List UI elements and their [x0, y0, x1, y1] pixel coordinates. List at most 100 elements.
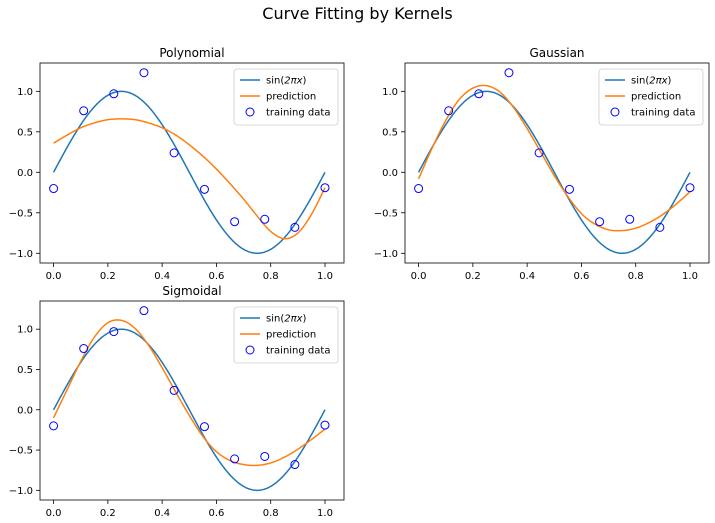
legend-marker-swatch: [610, 107, 620, 117]
training-point: [139, 68, 149, 78]
y-tick-label: 0.5: [17, 365, 33, 376]
legend-label: prediction: [266, 330, 316, 341]
training-point: [109, 327, 119, 337]
training-point: [320, 183, 330, 193]
y-tick-label: −1.0: [374, 249, 398, 260]
x-tick-label: 0.6: [573, 271, 589, 282]
subplot-title: Gaussian: [529, 46, 584, 60]
legend: sin(2πx) prediction training data: [598, 68, 704, 126]
training-point: [260, 451, 270, 461]
training-point: [260, 214, 270, 224]
x-tick-label: 1.0: [682, 271, 698, 282]
training-point: [109, 89, 119, 99]
y-tick-label: 1.0: [17, 87, 33, 98]
x-tick-label: 0.2: [100, 271, 116, 282]
axes-frame: [404, 62, 710, 264]
legend-label: sin(2πx): [266, 76, 307, 87]
training-point: [534, 148, 544, 158]
legend-box: [598, 68, 704, 126]
plot-area: [52, 90, 326, 255]
training-point: [564, 184, 574, 194]
legend: sin(2πx) prediction training data: [233, 306, 339, 364]
x-tick-label: 0.4: [154, 271, 170, 282]
figure-title: Curve Fitting by Kernels: [262, 4, 453, 23]
y-tick-label: −1.0: [9, 249, 33, 260]
y-tick-label: 1.0: [17, 325, 33, 336]
x-tick-label: 0.0: [46, 508, 62, 519]
sine-line: [52, 328, 326, 492]
training-point: [474, 89, 484, 99]
y-tick-label: 0.0: [17, 168, 33, 179]
sine-line: [52, 90, 326, 255]
y-tick-label: 0.5: [17, 127, 33, 138]
plot-area: [417, 84, 691, 255]
training-point: [49, 184, 59, 194]
legend-label: prediction: [631, 92, 681, 103]
legend-label: sin(2πx): [266, 314, 307, 325]
y-tick-label: 0.5: [382, 127, 398, 138]
y-tick-label: −0.5: [9, 446, 33, 457]
legend-label: training data: [266, 108, 330, 119]
training-point: [685, 183, 695, 193]
training-point: [504, 68, 514, 78]
legend-label: training data: [266, 346, 330, 357]
sine-line: [417, 90, 691, 255]
axes-frame: [39, 300, 345, 501]
legend-box: [233, 68, 339, 126]
y-tick-label: −1.0: [9, 486, 33, 497]
training-point: [79, 344, 89, 354]
legend-label: sin(2πx): [631, 76, 672, 87]
x-tick-label: 0.8: [263, 271, 279, 282]
subplot-polynomial: Polynomial 0.0 0.2 0.4 0.6 0.8 1.0 −1.0 −0.5 0.0 0…: [9, 46, 345, 282]
training-point: [139, 306, 149, 316]
x-tick-label: 0.4: [519, 271, 535, 282]
y-tick-label: 1.0: [382, 87, 398, 98]
training-point: [49, 421, 59, 431]
x-tick-label: 0.8: [628, 271, 644, 282]
training-point: [595, 217, 605, 227]
prediction-line: [417, 84, 691, 232]
legend-label: prediction: [266, 92, 316, 103]
training-point: [169, 385, 179, 395]
training-point: [199, 422, 209, 432]
subplot-title: Polynomial: [159, 46, 224, 60]
training-point: [320, 420, 330, 430]
x-tick-label: 0.0: [411, 271, 427, 282]
x-tick-label: 1.0: [317, 271, 333, 282]
y-tick-label: 0.0: [382, 168, 398, 179]
subplot-title: Sigmoidal: [162, 284, 221, 298]
training-point: [444, 106, 454, 116]
x-tick-label: 0.2: [465, 271, 481, 282]
x-tick-label: 0.6: [208, 271, 224, 282]
plot-area: [52, 319, 326, 492]
training-point: [625, 214, 635, 224]
subplot-sigmoidal: Sigmoidal 0.0 0.2 0.4 0.6 0.8 1.0 −1.0 −0.5 0.0 0.…: [9, 284, 345, 519]
legend: sin(2πx) prediction training data: [233, 68, 339, 126]
training-point: [230, 217, 240, 227]
prediction-line: [53, 118, 326, 240]
x-tick-label: 0.0: [46, 271, 62, 282]
y-tick-label: −0.5: [9, 208, 33, 219]
legend-box: [233, 306, 339, 364]
legend-label: training data: [631, 108, 695, 119]
y-tick-label: 0.0: [17, 405, 33, 416]
x-tick-label: 0.8: [263, 508, 279, 519]
training-point: [199, 184, 209, 194]
subplot-gaussian: Gaussian 0.0 0.2 0.4 0.6 0.8 1.0 −1.0 −0.5 0.0 0.5…: [374, 46, 710, 282]
training-point: [290, 460, 300, 470]
axes-frame: [39, 62, 345, 264]
training-point: [414, 184, 424, 194]
legend-marker-swatch: [245, 107, 255, 117]
x-tick-label: 0.2: [100, 508, 116, 519]
training-point: [79, 106, 89, 116]
training-point: [290, 222, 300, 232]
y-tick-label: −0.5: [374, 208, 398, 219]
x-tick-label: 0.6: [208, 508, 224, 519]
training-point: [655, 222, 665, 232]
training-point: [169, 148, 179, 158]
legend-marker-swatch: [245, 345, 255, 355]
x-tick-label: 1.0: [317, 508, 333, 519]
prediction-line: [52, 319, 326, 467]
training-point: [230, 454, 240, 464]
